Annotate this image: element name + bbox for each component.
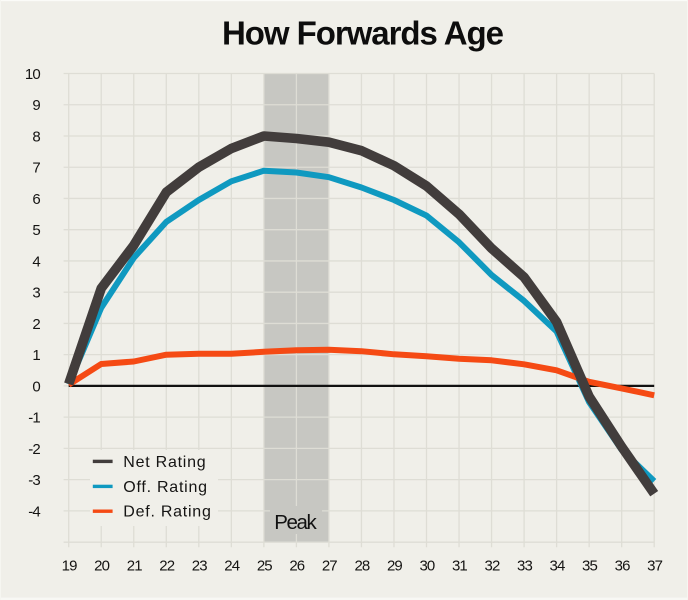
svg-text:19: 19 xyxy=(62,557,77,574)
svg-text:-4: -4 xyxy=(28,503,40,520)
svg-text:7: 7 xyxy=(32,160,40,177)
svg-text:29: 29 xyxy=(387,557,402,574)
svg-text:How Forwards Age: How Forwards Age xyxy=(222,15,504,52)
svg-text:0: 0 xyxy=(32,378,40,395)
svg-text:36: 36 xyxy=(615,557,630,574)
svg-text:-3: -3 xyxy=(28,472,40,489)
svg-text:-2: -2 xyxy=(28,441,40,458)
svg-text:24: 24 xyxy=(224,557,239,574)
svg-text:9: 9 xyxy=(32,97,40,114)
svg-text:4: 4 xyxy=(32,253,40,270)
svg-text:3: 3 xyxy=(32,285,40,302)
svg-text:21: 21 xyxy=(127,557,142,574)
svg-text:23: 23 xyxy=(192,557,207,574)
svg-text:Def. Rating: Def. Rating xyxy=(123,504,211,521)
svg-text:5: 5 xyxy=(32,222,40,239)
svg-text:1: 1 xyxy=(32,347,40,364)
svg-text:10: 10 xyxy=(25,66,40,83)
svg-text:-1: -1 xyxy=(28,410,40,427)
svg-text:2: 2 xyxy=(32,316,40,333)
svg-text:27: 27 xyxy=(322,557,337,574)
svg-text:Off. Rating: Off. Rating xyxy=(123,479,207,496)
svg-text:26: 26 xyxy=(289,557,304,574)
svg-text:8: 8 xyxy=(32,129,40,146)
svg-text:6: 6 xyxy=(32,191,40,208)
svg-text:32: 32 xyxy=(485,557,500,574)
svg-text:20: 20 xyxy=(94,557,109,574)
svg-text:30: 30 xyxy=(419,557,434,574)
svg-text:37: 37 xyxy=(647,557,662,574)
svg-text:22: 22 xyxy=(159,557,174,574)
svg-text:28: 28 xyxy=(354,557,369,574)
svg-text:Peak: Peak xyxy=(274,511,317,534)
svg-text:31: 31 xyxy=(452,557,467,574)
svg-text:34: 34 xyxy=(550,557,565,574)
svg-text:35: 35 xyxy=(582,557,597,574)
svg-text:33: 33 xyxy=(517,557,532,574)
svg-text:Net Rating: Net Rating xyxy=(123,454,206,471)
svg-text:25: 25 xyxy=(257,557,272,574)
